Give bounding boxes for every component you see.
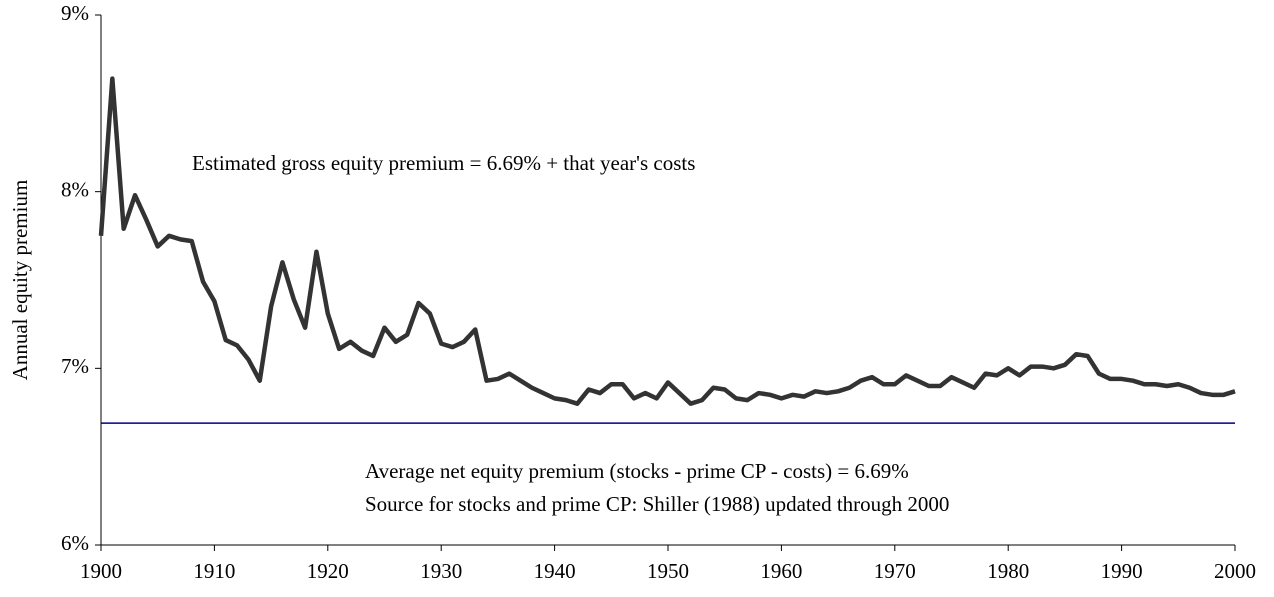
x-tick-label: 1930 <box>420 559 462 583</box>
x-tick-label: 1990 <box>1101 559 1143 583</box>
x-tick-label: 1900 <box>80 559 122 583</box>
y-tick-label: 7% <box>61 354 89 378</box>
data-line <box>98 76 1236 406</box>
annotation: Source for stocks and prime CP: Shiller … <box>365 492 949 516</box>
y-axis-label: Annual equity premium <box>8 180 32 381</box>
x-tick-label: 1970 <box>874 559 916 583</box>
y-tick-label: 9% <box>61 1 89 25</box>
annotation: Estimated gross equity premium = 6.69% +… <box>192 151 695 175</box>
x-tick-label: 1950 <box>647 559 689 583</box>
x-tick-label: 1910 <box>193 559 235 583</box>
annotation: Average net equity premium (stocks - pri… <box>365 459 909 483</box>
x-tick-label: 1920 <box>307 559 349 583</box>
x-tick-label: 2000 <box>1214 559 1256 583</box>
x-tick-label: 1960 <box>760 559 802 583</box>
y-tick-label: 8% <box>61 177 89 201</box>
y-tick-label: 6% <box>61 531 89 555</box>
x-tick-label: 1980 <box>987 559 1029 583</box>
x-tick-label: 1940 <box>534 559 576 583</box>
